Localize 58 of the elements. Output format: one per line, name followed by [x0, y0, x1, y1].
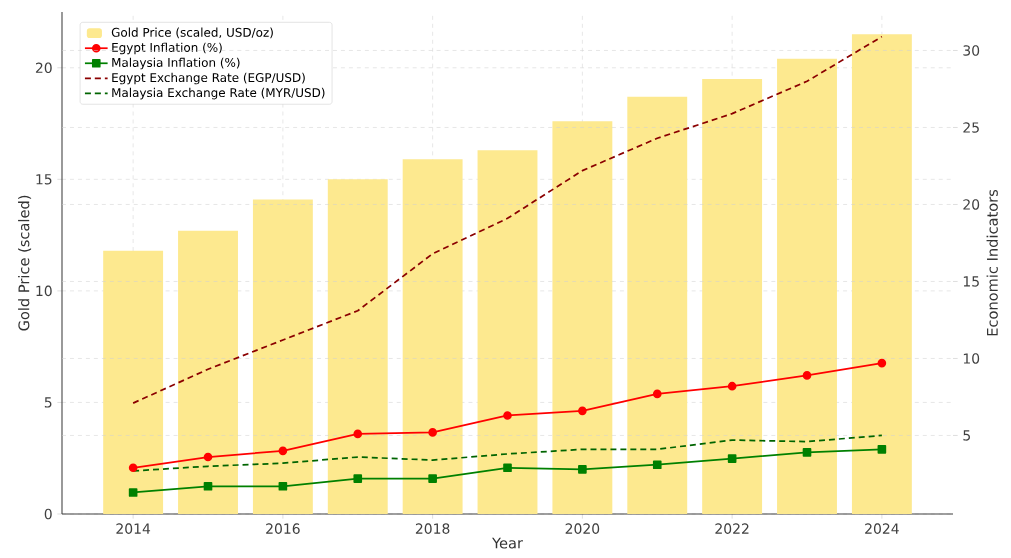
point	[128, 463, 138, 473]
point	[278, 481, 288, 491]
point	[802, 371, 812, 380]
y-tick-label: 20	[35, 62, 52, 74]
legend-label: Gold Price (scaled, USD/oz)	[111, 27, 273, 39]
bar	[477, 150, 538, 514]
x-axis-title: Year	[492, 537, 523, 549]
bar	[327, 179, 388, 514]
point	[652, 460, 662, 470]
bar	[702, 78, 763, 514]
bar	[178, 230, 238, 514]
y2-axis-title: Economic Indicators	[986, 189, 998, 336]
point	[428, 428, 437, 437]
y-axis-title: Gold Price (scaled)	[18, 195, 32, 331]
y2-tick-label: 5	[963, 430, 970, 441]
point	[428, 474, 437, 483]
point	[727, 381, 737, 391]
legend-label: Malaysia Exchange Rate (MYR/USD)	[112, 87, 325, 100]
point	[877, 358, 887, 368]
point	[503, 411, 512, 420]
x-tick-label: 2020	[565, 523, 600, 534]
bar	[552, 121, 613, 514]
y-tick-label: 10	[36, 285, 52, 297]
y2-tick-label: 10	[963, 353, 980, 364]
legend-label: Malaysia Inflation (%)	[112, 57, 240, 70]
x-tick-label: 2014	[116, 523, 151, 534]
point	[353, 474, 363, 483]
x-tick-label: 2016	[266, 523, 300, 534]
point	[278, 446, 288, 456]
legend-label: Egypt Inflation (%)	[112, 42, 222, 55]
point	[652, 389, 662, 399]
x-tick-label: 2022	[715, 523, 749, 534]
point	[503, 463, 512, 473]
point	[353, 429, 363, 439]
point	[578, 465, 587, 474]
y2-tick-label: 30	[963, 45, 980, 56]
x-tick-label: 2024	[865, 523, 899, 534]
bar	[103, 250, 164, 514]
point	[877, 445, 887, 454]
y2-tick-label: 20	[963, 199, 980, 210]
point	[203, 452, 213, 462]
bar	[252, 199, 313, 514]
y2-tick-label: 15	[963, 276, 979, 287]
y2-tick-label: 25	[963, 122, 979, 133]
bar	[851, 34, 912, 514]
y-tick-label: 15	[36, 174, 52, 185]
bar	[777, 58, 837, 514]
point	[727, 454, 737, 463]
point	[578, 406, 587, 416]
point	[802, 448, 812, 457]
x-tick-label: 2018	[415, 523, 450, 534]
point	[128, 488, 138, 497]
legend-label: Egypt Exchange Rate (EGP/USD)	[112, 72, 305, 85]
bar	[402, 159, 463, 514]
y-tick-label: 5	[44, 397, 52, 408]
bar	[627, 96, 688, 514]
point	[203, 481, 213, 491]
y-tick-label: 0	[44, 508, 52, 520]
